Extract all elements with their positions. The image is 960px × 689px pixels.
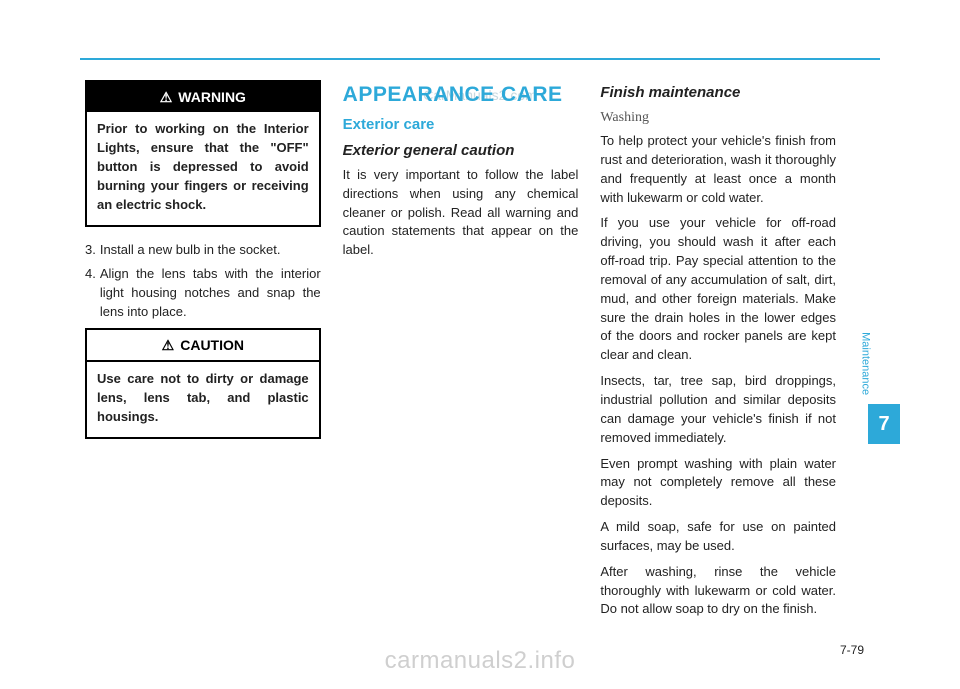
- section-title: APPEARANCE CARE: [343, 80, 579, 110]
- paragraph: It is very important to follow the label…: [343, 166, 579, 260]
- warning-icon: ⚠: [160, 87, 173, 107]
- step-number: 3.: [85, 241, 96, 260]
- step-text: Align the lens tabs with the interior li…: [100, 265, 321, 322]
- column-3: Finish maintenance Washing To help prote…: [600, 80, 836, 659]
- paragraph: After washing, rinse the vehicle thoroug…: [600, 563, 836, 620]
- warning-header: ⚠ WARNING: [87, 82, 319, 112]
- caution-box: ⚠ CAUTION Use care not to dirty or damag…: [85, 328, 321, 439]
- step-number: 4.: [85, 265, 96, 322]
- step-text: Install a new bulb in the socket.: [100, 241, 321, 260]
- heading-finish-maintenance: Finish maintenance: [600, 82, 836, 104]
- top-rule: [80, 58, 880, 60]
- caution-label: CAUTION: [180, 335, 244, 355]
- page-content: ⚠ WARNING Prior to working on the Interi…: [85, 80, 890, 659]
- warning-label: WARNING: [178, 87, 246, 107]
- subsection-exterior-care: Exterior care: [343, 114, 579, 136]
- step-3: 3. Install a new bulb in the socket.: [85, 241, 321, 260]
- paragraph: To help protect your vehicle's finish fr…: [600, 132, 836, 207]
- warning-body: Prior to working on the Interior Lights,…: [87, 112, 319, 224]
- column-2: APPEARANCE CARE Exterior care Exterior g…: [343, 80, 579, 659]
- warning-box: ⚠ WARNING Prior to working on the Interi…: [85, 80, 321, 227]
- caution-icon: ⚠: [162, 335, 175, 355]
- paragraph: A mild soap, safe for use on painted sur…: [600, 518, 836, 556]
- heading-exterior-general: Exterior general caution: [343, 140, 579, 162]
- side-section-label: Maintenance: [857, 332, 873, 395]
- side-tab-area: Maintenance 7: [858, 80, 890, 659]
- chapter-tab: 7: [868, 404, 900, 444]
- watermark-bottom: carmanuals2.info: [0, 644, 960, 679]
- paragraph: Even prompt washing with plain water may…: [600, 455, 836, 512]
- heading-washing: Washing: [600, 108, 836, 128]
- caution-body: Use care not to dirty or damage lens, le…: [87, 362, 319, 437]
- column-1: ⚠ WARNING Prior to working on the Interi…: [85, 80, 321, 659]
- step-4: 4. Align the lens tabs with the interior…: [85, 265, 321, 322]
- caution-header: ⚠ CAUTION: [87, 330, 319, 362]
- paragraph: If you use your vehicle for off-road dri…: [600, 214, 836, 365]
- paragraph: Insects, tar, tree sap, bird droppings, …: [600, 372, 836, 447]
